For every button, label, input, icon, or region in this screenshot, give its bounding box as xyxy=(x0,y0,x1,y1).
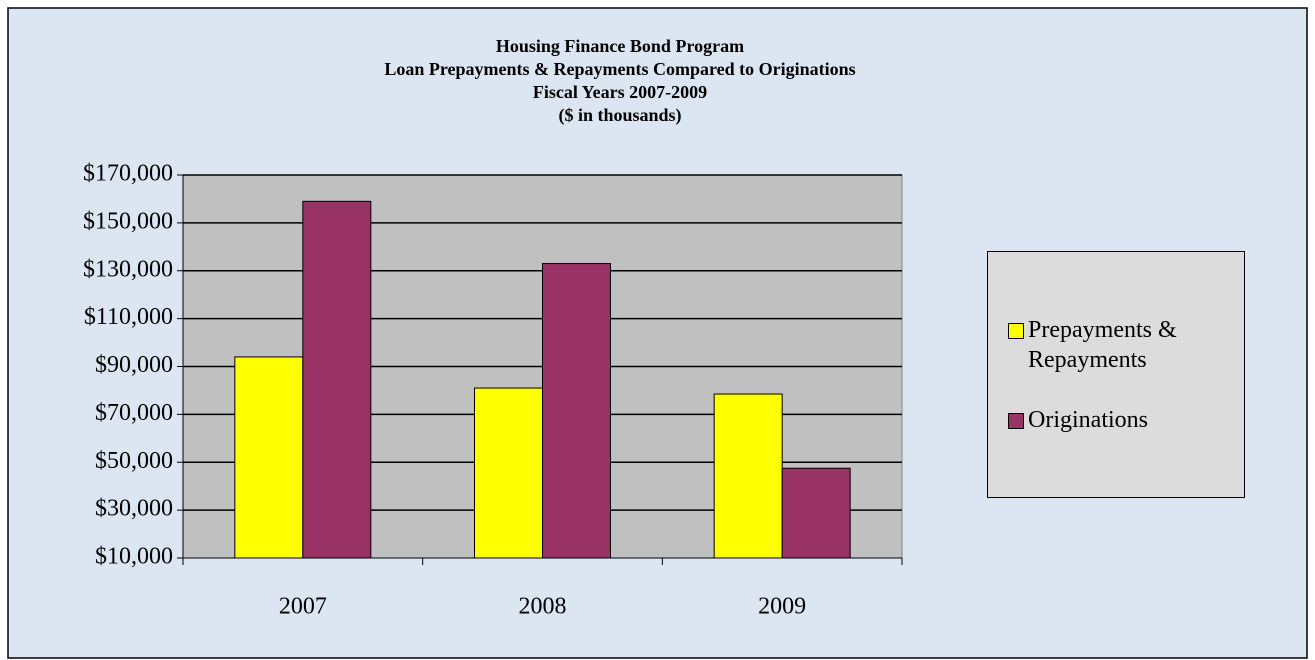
y-tick-label: $150,000 xyxy=(83,208,173,234)
y-tick-label: $10,000 xyxy=(95,544,173,570)
y-tick-label: $70,000 xyxy=(95,400,173,426)
y-tick-label: $170,000 xyxy=(83,161,173,187)
bar xyxy=(302,200,372,559)
bar xyxy=(542,263,611,559)
legend-label: Prepayments & Repayments xyxy=(1028,316,1177,373)
chart-title: Loan Prepayments & Repayments Compared t… xyxy=(384,59,855,79)
bar xyxy=(474,387,543,559)
y-tick-label: $130,000 xyxy=(83,256,173,282)
y-tick-label: $50,000 xyxy=(95,448,173,474)
x-tick-label: 2008 xyxy=(519,594,567,620)
bar xyxy=(234,356,304,559)
legend-swatch xyxy=(1008,412,1024,429)
y-tick-label: $90,000 xyxy=(95,352,173,378)
chart-title: ($ in thousands) xyxy=(558,105,681,126)
legend-label: Originations xyxy=(1028,406,1148,433)
legend-swatch xyxy=(1008,322,1024,339)
legend-item: Originations xyxy=(1008,405,1244,435)
bar xyxy=(713,393,783,559)
bar xyxy=(781,467,851,559)
chart-title: Housing Finance Bond Program xyxy=(496,36,744,56)
y-tick-label: $110,000 xyxy=(84,304,173,330)
y-tick-label: $30,000 xyxy=(95,496,173,522)
legend-item: Prepayments & Repayments xyxy=(1008,315,1244,375)
chart-title: Fiscal Years 2007-2009 xyxy=(533,82,707,102)
legend: Prepayments & Repayments Originations xyxy=(987,251,1245,498)
x-tick-label: 2007 xyxy=(279,594,327,620)
x-tick-label: 2009 xyxy=(758,594,806,620)
